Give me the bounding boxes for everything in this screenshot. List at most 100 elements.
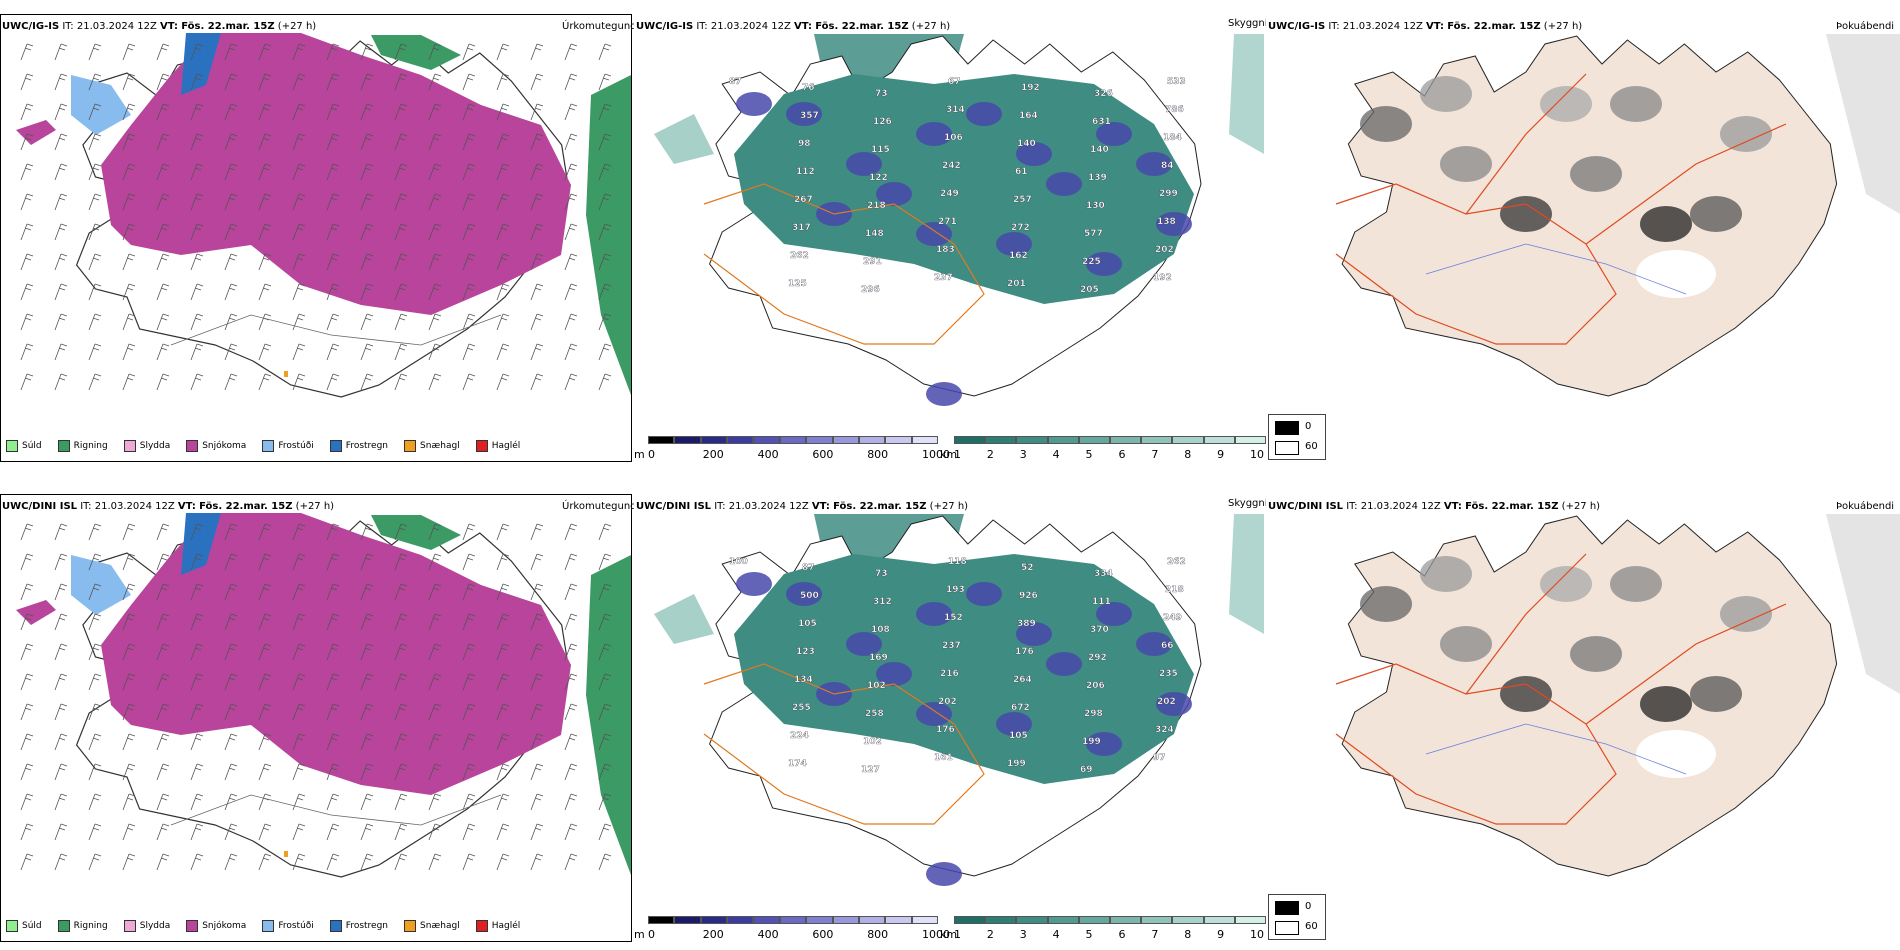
wind-barb <box>462 583 476 601</box>
fog-index-area <box>1690 196 1742 232</box>
wind-barb <box>360 793 374 811</box>
legend-label: Frostúði <box>278 441 314 451</box>
ceiling-value-label: 334 <box>1094 569 1113 579</box>
wind-barb <box>54 133 68 151</box>
wind-barb <box>326 253 340 271</box>
wind-barb <box>462 733 476 751</box>
wind-barb <box>258 823 272 841</box>
colorbar-tick: 1 <box>954 448 961 461</box>
cloud-panel-1: 87 76 73 67 192 326 533 357 126 314 164 631 786 98 115… <box>634 14 1264 434</box>
wind-barb <box>224 523 238 541</box>
wind-barb <box>394 253 408 271</box>
legend-item: Frostúði <box>262 920 314 932</box>
legend-label: Slydda <box>139 921 171 931</box>
wind-barb <box>122 223 136 241</box>
colorbar-segment <box>1110 916 1142 924</box>
wind-barb <box>258 103 272 121</box>
wind-barb <box>598 823 612 841</box>
wind-barb <box>88 43 102 61</box>
wind-barb <box>428 673 442 691</box>
wind-barb <box>394 193 408 211</box>
ceiling-value-label: 202 <box>1157 697 1176 707</box>
wind-barb <box>54 373 68 391</box>
wind-barb <box>598 373 612 391</box>
ceiling-value-label: 100 <box>729 557 748 567</box>
ceiling-value-label: 162 <box>1009 251 1028 261</box>
wind-barb <box>496 283 510 301</box>
wind-barb <box>530 613 544 631</box>
colorbar-tick: 3 <box>1019 448 1027 461</box>
ceiling-value-label: 106 <box>944 133 963 143</box>
wind-barb <box>54 553 68 571</box>
wind-barb <box>224 613 238 631</box>
wind-barb <box>54 163 68 181</box>
colorbar-segment <box>858 436 886 444</box>
wind-barb <box>190 343 204 361</box>
wind-barb <box>156 73 170 91</box>
wind-barb <box>462 613 476 631</box>
wind-barb <box>54 343 68 361</box>
colorbar-tick: 200 <box>702 928 724 941</box>
wind-barb <box>292 613 306 631</box>
wind-barb <box>598 613 612 631</box>
wind-barb <box>530 643 544 661</box>
wind-barb <box>530 103 544 121</box>
low-ceiling-area <box>916 222 952 246</box>
wind-barb <box>224 283 238 301</box>
fog-index-area <box>1500 196 1552 232</box>
precip-title-2: Úrkomutegund <box>562 501 637 512</box>
ceiling-value-label: 192 <box>1021 83 1040 93</box>
colorbar-segment <box>648 916 675 924</box>
wind-barb <box>122 673 136 691</box>
wind-barb <box>190 133 204 151</box>
colorbar-tick: 800 <box>867 928 889 941</box>
ceiling-value-label: 164 <box>1019 111 1038 121</box>
wind-barb <box>190 193 204 211</box>
wind-barb <box>598 553 612 571</box>
wind-barb <box>360 823 374 841</box>
wind-barb <box>54 793 68 811</box>
wind-barb <box>224 673 238 691</box>
ceiling-value-label: 257 <box>1013 195 1032 205</box>
wind-barb <box>190 613 204 631</box>
ceiling-value-label: 218 <box>1165 585 1184 595</box>
wind-barb <box>54 673 68 691</box>
wind-barb <box>20 253 34 271</box>
ceiling-value-label: 97 <box>1153 753 1166 763</box>
wind-barb <box>156 763 170 781</box>
ceiling-value-label: 264 <box>1013 675 1032 685</box>
wind-barb <box>20 133 34 151</box>
wind-barb <box>224 733 238 751</box>
colorbar-segment <box>1110 436 1142 444</box>
wind-barb <box>394 733 408 751</box>
colorbar-segment <box>1172 436 1204 444</box>
ceiling-value-label: 66 <box>1161 641 1174 651</box>
wind-barb <box>394 853 408 871</box>
wind-barb <box>360 73 374 91</box>
wind-barb <box>156 553 170 571</box>
fog-index-area <box>1420 556 1472 592</box>
wind-barb <box>258 223 272 241</box>
wind-barb <box>190 103 204 121</box>
wind-barb <box>122 283 136 301</box>
wind-barb <box>20 223 34 241</box>
wind-barb <box>156 133 170 151</box>
wind-barb <box>156 43 170 61</box>
rain-area-north <box>371 35 461 70</box>
wind-barb <box>258 133 272 151</box>
wind-barb <box>224 853 238 871</box>
wind-barb <box>564 193 578 211</box>
colorbar-segment <box>832 436 859 444</box>
legend-swatch <box>404 920 417 932</box>
wind-barb <box>122 313 136 331</box>
wind-barb <box>326 313 340 331</box>
legend-item: Súld <box>6 440 42 452</box>
wind-barb <box>428 553 442 571</box>
wind-barb <box>292 373 306 391</box>
wind-barb <box>224 793 238 811</box>
wind-barb <box>54 613 68 631</box>
ceiling-value-label: 206 <box>1086 681 1105 691</box>
wind-barb <box>360 703 374 721</box>
wind-barb <box>156 703 170 721</box>
ceiling-value-label: 73 <box>875 89 888 99</box>
